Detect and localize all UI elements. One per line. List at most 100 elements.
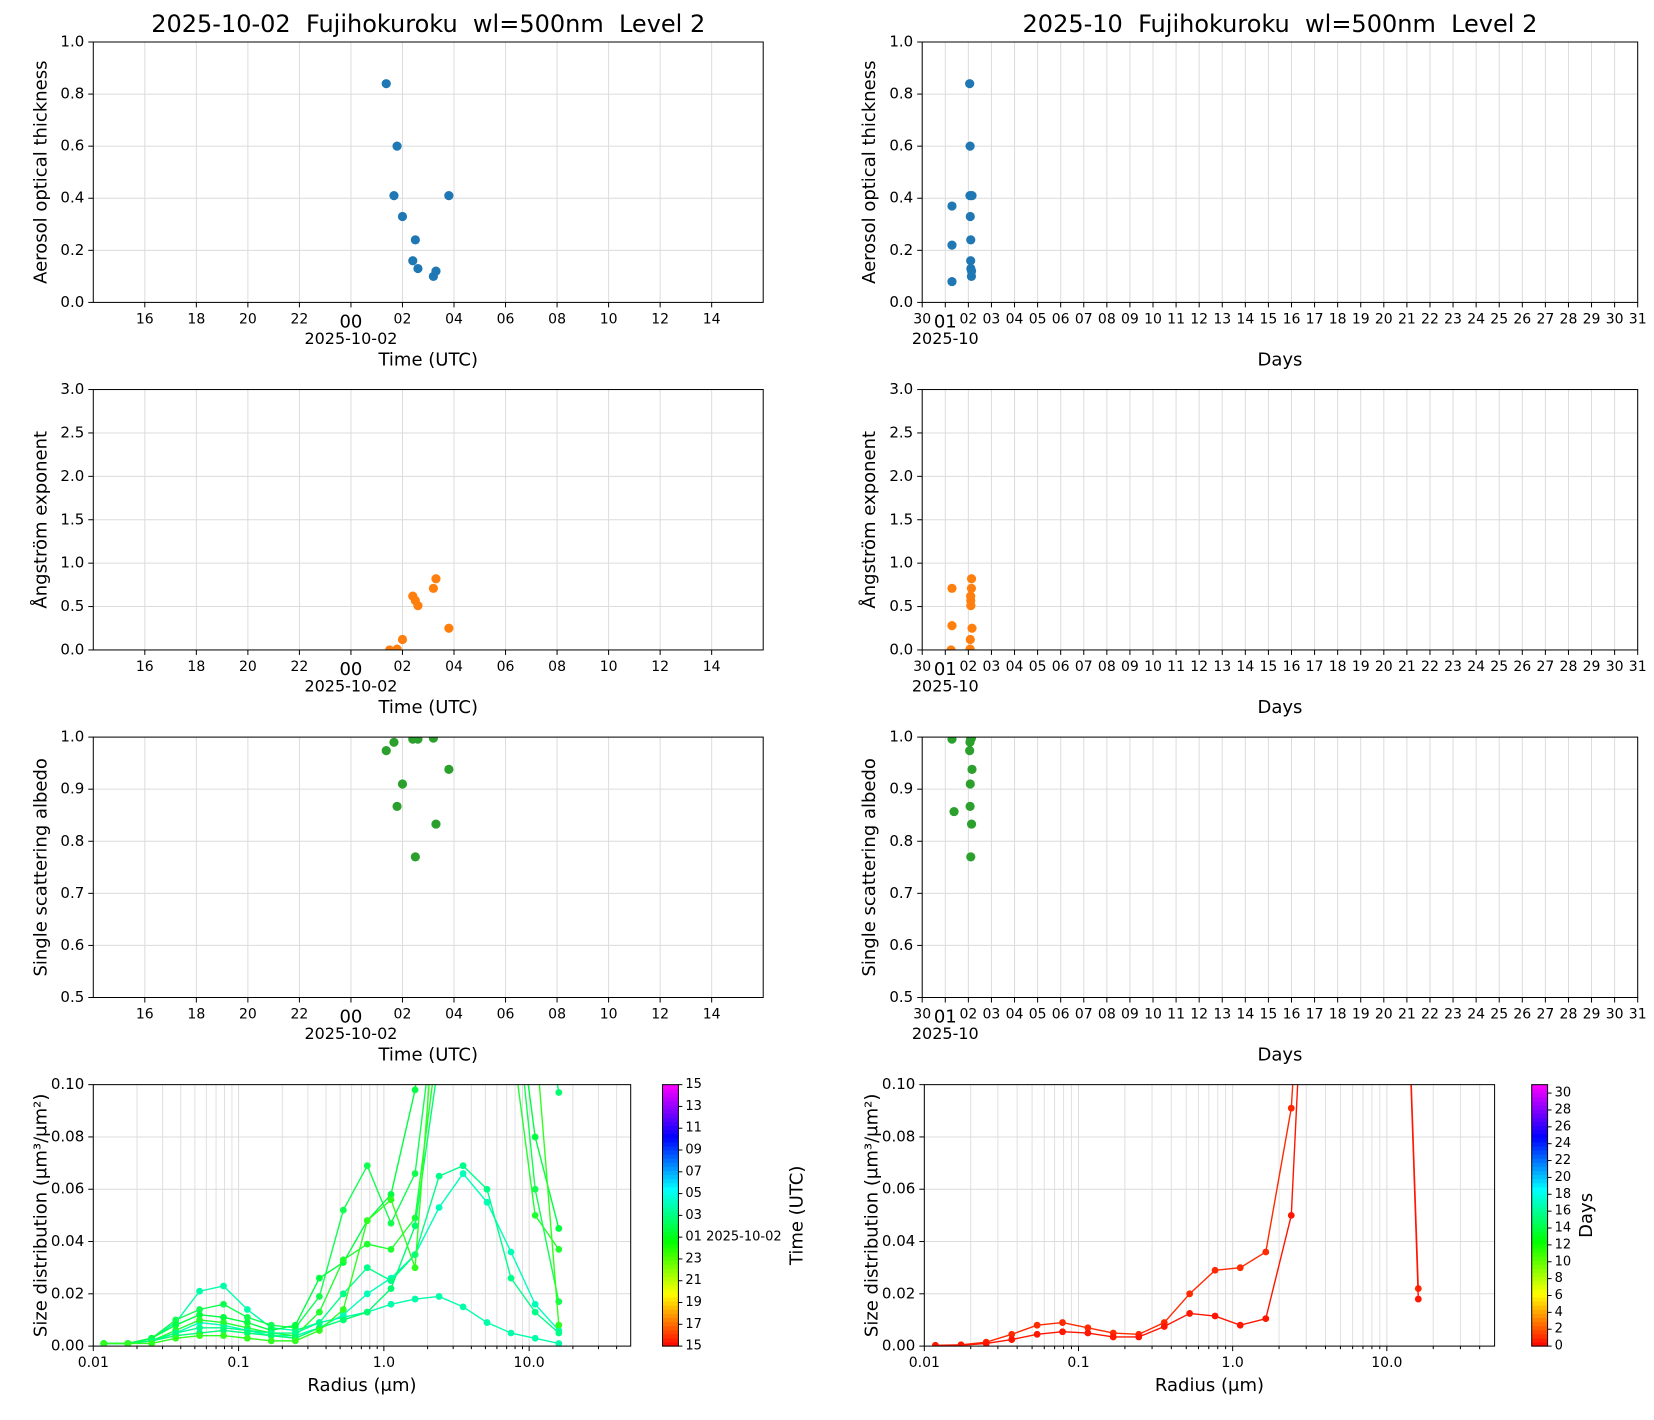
y-tick-label: 2.0 <box>60 467 84 485</box>
series-point <box>1059 1319 1066 1326</box>
series-point <box>435 1172 443 1180</box>
y-axis-label: Single scattering albedo <box>30 758 51 976</box>
series-point <box>555 1089 563 1096</box>
x-tick-label: 01 <box>934 311 957 332</box>
series-point <box>411 1264 419 1272</box>
series-point <box>1186 1310 1194 1317</box>
colorbar-label: Time (UTC) <box>787 1166 808 1267</box>
y-tick-label: 0.08 <box>51 1127 84 1145</box>
colorbar-segment <box>662 1154 679 1159</box>
x-tick-label: 22 <box>290 659 308 675</box>
y-tick-label: 0.0 <box>60 640 84 658</box>
x-tick-label: 10 <box>600 1007 618 1023</box>
axes-frame <box>921 736 1639 998</box>
x-tick-label: 16 <box>1283 659 1301 675</box>
y-tick-label: 0.6 <box>60 137 84 155</box>
colorbar-segment <box>662 1174 679 1180</box>
series-point <box>1059 1328 1066 1336</box>
colorbar-segment <box>1531 1219 1548 1225</box>
y-tick-label: 1.5 <box>889 510 913 528</box>
x-tick-label: 27 <box>1536 311 1554 327</box>
point <box>966 266 977 276</box>
colorbar-tick-label: 8 <box>1555 1271 1563 1286</box>
series-point <box>315 1319 323 1326</box>
point <box>947 583 957 593</box>
x-tick-label: 30 <box>913 311 931 327</box>
colorbar-segment <box>1531 1190 1548 1196</box>
colorbar-tick-label: 20 <box>1555 1170 1572 1185</box>
x-tick-label: 05 <box>1029 659 1047 675</box>
point <box>965 801 975 811</box>
colorbar-tick-label: 30 <box>1555 1086 1572 1101</box>
data-layer <box>947 737 977 862</box>
series-point <box>435 1204 443 1211</box>
x-tick-label: 11 <box>1167 311 1185 327</box>
x-tick-label: 00 <box>339 659 362 680</box>
x-tick-label: 08 <box>548 659 566 675</box>
colorbar-tick-label: 10 <box>1555 1254 1572 1269</box>
y-tick-label: 0.0 <box>60 293 84 311</box>
x-axis-label: Days <box>1257 697 1302 718</box>
series-point <box>220 1327 227 1334</box>
chart-title: 2025-10-02 Fujihokuroku wl=500nm Level 2 <box>151 10 705 38</box>
axes-frame <box>921 41 1639 303</box>
y-tick-label: 0.6 <box>889 137 913 155</box>
x-tick-label: 18 <box>1329 1007 1347 1023</box>
x-tick-label: 14 <box>1236 1007 1254 1023</box>
x-tick-label: 1.0 <box>1222 1355 1244 1371</box>
y-tick-label: 0.10 <box>882 1075 915 1093</box>
y-tick-label: 0.08 <box>882 1127 915 1145</box>
x-tick-label: 12 <box>651 311 669 327</box>
point <box>966 256 976 266</box>
x-tick-label: 30 <box>1606 1007 1624 1023</box>
x-tick-label: 31 <box>1629 311 1647 327</box>
axes-frame <box>923 1084 1496 1347</box>
point <box>431 266 441 276</box>
colorbar-segment <box>1531 1088 1548 1094</box>
x-tick-label: 06 <box>1052 1007 1070 1023</box>
colorbar-segment <box>1531 1178 1548 1184</box>
colorbar-segment <box>1531 1194 1548 1200</box>
x-tick-label: 11 <box>1167 659 1185 675</box>
axes-frame <box>92 736 764 998</box>
point <box>965 634 975 645</box>
x-offset-label: 2025-10-02 <box>304 676 397 695</box>
colorbar-segment <box>1531 1105 1548 1110</box>
y-tick-label: 0.5 <box>889 988 913 1006</box>
colorbar-tick-label: 6 <box>1555 1288 1563 1303</box>
series-point <box>555 1340 563 1347</box>
series-point <box>363 1217 371 1225</box>
point <box>392 801 402 811</box>
x-tick-label: 05 <box>1029 311 1047 327</box>
x-tick-label: 30 <box>913 659 931 675</box>
y-tick-label: 0.02 <box>51 1284 84 1302</box>
series-point <box>196 1306 203 1313</box>
colorbar-segment <box>662 1194 679 1200</box>
x-tick-label: 06 <box>497 1007 515 1023</box>
colorbar-segment <box>662 1264 679 1269</box>
colorbar-segment <box>662 1235 679 1241</box>
point <box>397 211 408 222</box>
colorbar-segment <box>1531 1342 1548 1347</box>
x-tick-label: 22 <box>1421 659 1439 675</box>
series-line <box>935 1084 1420 1347</box>
colorbar-tick-label: 26 <box>1555 1119 1572 1134</box>
colorbar-segment <box>1531 1288 1548 1294</box>
series-point <box>483 1319 491 1326</box>
series-point <box>531 1308 539 1316</box>
colorbar-segment <box>662 1117 679 1122</box>
point <box>410 852 420 862</box>
plot-area <box>922 737 1638 998</box>
colorbar-segment <box>662 1207 679 1212</box>
series-point <box>507 1329 515 1337</box>
y-tick-label: 0.4 <box>60 189 84 207</box>
x-tick-label: 01 <box>934 1007 957 1028</box>
x-axis-label: Time (UTC) <box>377 349 478 370</box>
colorbar-segment <box>662 1309 679 1314</box>
series-point <box>243 1334 251 1342</box>
series-point <box>267 1337 275 1345</box>
y-tick-label: 0.06 <box>51 1180 84 1198</box>
y-axis-label: Aerosol optical thickness <box>30 61 51 284</box>
series-point <box>531 1300 539 1308</box>
